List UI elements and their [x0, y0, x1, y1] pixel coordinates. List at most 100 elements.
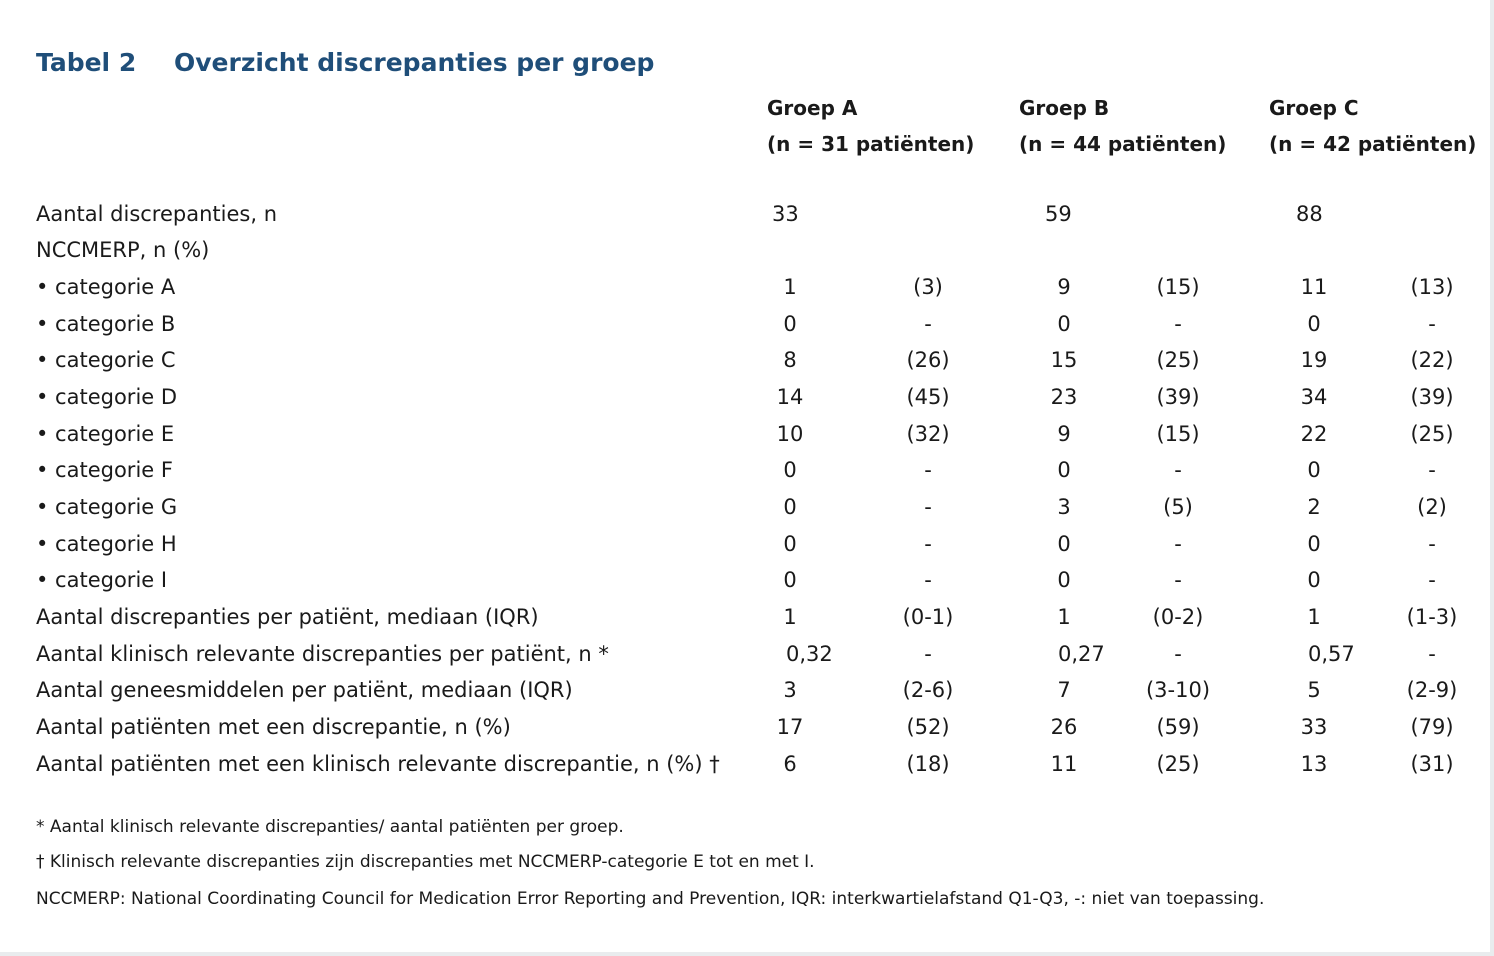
table-row: • categorie C 8 (26) 15 (25) 19 (22) [0, 342, 1494, 378]
group-a-percent: (45) [906, 385, 950, 409]
group-c-value: 34 [1300, 385, 1328, 409]
row-label: • categorie E [36, 422, 175, 446]
group-c-percent: (25) [1410, 422, 1454, 446]
row-label: • categorie F [36, 458, 173, 482]
group-a-percent: - [924, 532, 932, 556]
group-c-percent: (39) [1410, 385, 1454, 409]
table-row: • categorie F 0 - 0 - 0 - [0, 452, 1494, 488]
group-name: Groep C [1269, 96, 1359, 120]
group-b-value: 9 [1057, 275, 1071, 299]
row-label: • categorie I [36, 568, 168, 592]
group-b-percent: - [1174, 458, 1182, 482]
group-b-value: 15 [1050, 348, 1078, 372]
group-b-percent: (15) [1156, 422, 1200, 446]
table-row: • categorie I 0 - 0 - 0 - [0, 562, 1494, 598]
group-b-value: 26 [1050, 715, 1078, 739]
group-b-value: 0,27 [1058, 642, 1105, 666]
table-row: Aantal discrepanties per patiënt, mediaa… [0, 599, 1494, 635]
group-a-value: 0 [783, 568, 797, 592]
group-c-value: 0 [1307, 458, 1321, 482]
group-a-value: 0,32 [786, 642, 833, 666]
row-label: Aantal discrepanties per patiënt, mediaa… [36, 605, 539, 629]
group-c-value: 0 [1307, 568, 1321, 592]
row-label: • categorie B [36, 312, 176, 336]
group-b-value: 9 [1057, 422, 1071, 446]
row-label: • categorie H [36, 532, 177, 556]
table-number: Tabel 2 [36, 48, 137, 77]
group-a-value: 1 [783, 275, 797, 299]
group-b-value: 23 [1050, 385, 1078, 409]
group-a-value: 0 [783, 312, 797, 336]
group-a-percent: - [924, 312, 932, 336]
group-c-value: 11 [1300, 275, 1328, 299]
group-b-value: 0 [1057, 458, 1071, 482]
group-b-percent: - [1174, 532, 1182, 556]
table-row: • categorie E 10 (32) 9 (15) 22 (25) [0, 416, 1494, 452]
group-c-percent: (79) [1410, 715, 1454, 739]
group-c-value: 1 [1307, 605, 1321, 629]
group-b-value: 0 [1057, 568, 1071, 592]
group-c-value: 88 [1296, 202, 1323, 226]
group-c-percent: - [1428, 312, 1436, 336]
group-a-value: 33 [772, 202, 799, 226]
row-label: Aantal discrepanties, n [36, 202, 277, 226]
group-c-percent: (2) [1417, 495, 1447, 519]
group-name: Groep A [767, 96, 858, 120]
group-c-percent: (13) [1410, 275, 1454, 299]
group-name: Groep B [1019, 96, 1110, 120]
group-a-percent: - [924, 458, 932, 482]
group-b-value: 0 [1057, 312, 1071, 336]
group-c-value: 5 [1307, 678, 1321, 702]
group-a-percent: (32) [906, 422, 950, 446]
row-label: Aantal klinisch relevante discrepanties … [36, 642, 609, 666]
row-label: • categorie A [36, 275, 176, 299]
group-b-percent: (3-10) [1145, 678, 1211, 702]
group-c-value: 0 [1307, 532, 1321, 556]
table-row: • categorie A 1 (3) 9 (15) 11 (13) [0, 269, 1494, 305]
group-b-value: 0 [1057, 532, 1071, 556]
group-c-percent: (31) [1410, 752, 1454, 776]
group-a-value: 0 [783, 458, 797, 482]
group-b-percent: (5) [1163, 495, 1193, 519]
group-c-value: 0 [1307, 312, 1321, 336]
row-label: Aantal patiënten met een discrepantie, n… [36, 715, 511, 739]
table-row: • categorie H 0 - 0 - 0 - [0, 526, 1494, 562]
group-c-value: 33 [1300, 715, 1328, 739]
group-c-value: 2 [1307, 495, 1321, 519]
group-c-percent: (2-9) [1406, 678, 1458, 702]
row-label: Aantal patiënten met een klinisch releva… [36, 752, 720, 776]
group-c-value: 13 [1300, 752, 1328, 776]
group-header-c: Groep C (n = 42 patiënten) [1269, 90, 1476, 162]
group-c-percent: - [1428, 458, 1436, 482]
group-a-value: 14 [776, 385, 804, 409]
row-label: Aantal geneesmiddelen per patiënt, media… [36, 678, 573, 702]
group-c-value: 19 [1300, 348, 1328, 372]
table-row: NCCMERP, n (%) [0, 232, 1494, 268]
group-b-value: 7 [1057, 678, 1071, 702]
group-c-percent: (1-3) [1406, 605, 1458, 629]
group-count: (n = 31 patiënten) [767, 132, 975, 156]
group-count: (n = 44 patiënten) [1019, 132, 1227, 156]
group-b-percent: - [1174, 568, 1182, 592]
group-b-percent: - [1174, 642, 1182, 666]
group-a-percent: (52) [906, 715, 950, 739]
group-b-value: 11 [1050, 752, 1078, 776]
group-b-percent: (25) [1156, 752, 1200, 776]
group-b-percent: (15) [1156, 275, 1200, 299]
footnote-abbreviations: NCCMERP: National Coordinating Council f… [36, 889, 1265, 909]
row-label: • categorie C [36, 348, 176, 372]
group-a-value: 8 [783, 348, 797, 372]
group-a-percent: (0-1) [902, 605, 954, 629]
table-heading: Overzicht discrepanties per groep [174, 48, 655, 77]
group-b-percent: - [1174, 312, 1182, 336]
row-label: NCCMERP, n (%) [36, 238, 210, 262]
table-row: • categorie G 0 - 3 (5) 2 (2) [0, 489, 1494, 525]
table-row: • categorie B 0 - 0 - 0 - [0, 306, 1494, 342]
group-header-a: Groep A (n = 31 patiënten) [767, 90, 974, 162]
group-c-percent: - [1428, 642, 1436, 666]
group-c-value: 22 [1300, 422, 1328, 446]
group-b-value: 59 [1045, 202, 1072, 226]
table-row: Aantal discrepanties, n 33 59 88 [0, 196, 1494, 232]
group-b-value: 1 [1057, 605, 1071, 629]
group-a-value: 10 [776, 422, 804, 446]
